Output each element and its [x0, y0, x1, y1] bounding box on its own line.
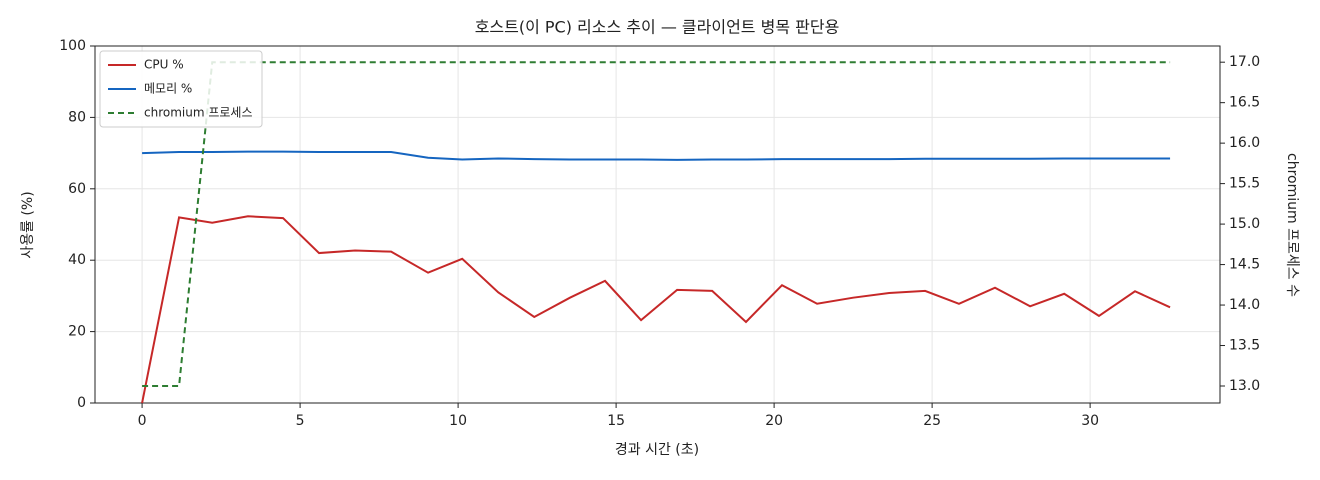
- y-tick-label: 100: [59, 38, 86, 54]
- series-line: [142, 61, 1171, 387]
- x-tick-label: 10: [449, 413, 467, 429]
- y-tick-label: 80: [68, 109, 86, 125]
- series-line: [142, 150, 1171, 161]
- y-axis-label: 사용률 (%): [20, 191, 36, 258]
- y2-axis-label: chromium 프로세스 수: [1284, 153, 1300, 297]
- chart-title: 호스트(이 PC) 리소스 추이 — 클라이언트 병목 판단용: [475, 18, 840, 37]
- legend-label: CPU %: [144, 58, 184, 72]
- y2-tick-label: 15.5: [1229, 176, 1260, 192]
- y2-tick-label: 16.5: [1229, 95, 1260, 111]
- legend: CPU % 메모리 % chromium 프로세스: [99, 50, 263, 128]
- y2-tick-label: 14.5: [1229, 257, 1260, 273]
- legend-label: chromium 프로세스: [144, 106, 253, 120]
- y2-tick-label: 17.0: [1229, 54, 1260, 70]
- x-tick-label: 0: [138, 413, 147, 429]
- x-axis-label: 경과 시간 (초): [615, 442, 699, 458]
- plot-frame: [94, 45, 1221, 404]
- y2-tick-label: 13.5: [1229, 338, 1260, 354]
- y-tick-label: 60: [68, 181, 86, 197]
- y-tick-label: 0: [77, 395, 86, 411]
- y-tick-label: 20: [68, 324, 86, 340]
- legend-box: [99, 50, 263, 128]
- y2-tick-label: 15.0: [1229, 216, 1260, 232]
- x-tick-label: 20: [765, 413, 783, 429]
- x-tick-label: 25: [923, 413, 941, 429]
- x-tick-label: 15: [607, 413, 625, 429]
- y-tick-label: 40: [68, 252, 86, 268]
- y2-tick-label: 13.0: [1229, 378, 1260, 394]
- x-tick-label: 5: [296, 413, 305, 429]
- legend-label: 메모리 %: [144, 82, 192, 96]
- series-line: [141, 215, 1171, 404]
- y2-tick-label: 14.0: [1229, 297, 1260, 313]
- x-tick-label: 30: [1081, 413, 1099, 429]
- y2-tick-label: 16.0: [1229, 135, 1260, 151]
